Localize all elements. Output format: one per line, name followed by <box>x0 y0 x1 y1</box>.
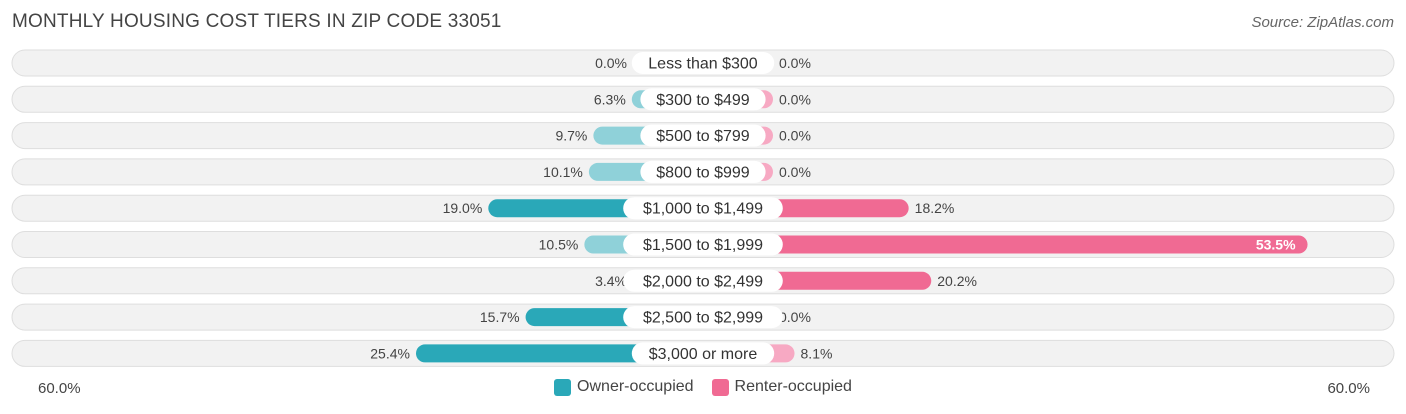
category-label: $800 to $999 <box>656 164 750 181</box>
category-label: $300 to $499 <box>656 92 750 109</box>
category-pill <box>631 52 775 74</box>
owner-swatch <box>554 378 572 396</box>
category-pill <box>640 160 766 183</box>
category-label: $2,000 to $2,499 <box>643 273 763 290</box>
category-label: $2,500 to $2,999 <box>643 310 763 327</box>
renter-value-label: 0.0% <box>779 128 811 144</box>
renter-value-label: 0.0% <box>779 164 811 180</box>
chart-title: MONTHLY HOUSING COST TIERS IN ZIP CODE 3… <box>12 11 502 32</box>
category-label: Less than $300 <box>648 56 758 73</box>
renter-value-label: 53.5% <box>1256 237 1296 253</box>
owner-value-label: 10.1% <box>543 164 583 180</box>
owner-value-label: 9.7% <box>555 128 587 144</box>
legend-item-owner[interactable]: Owner-occupied <box>554 378 694 396</box>
renter-value-label: 0.0% <box>779 55 811 71</box>
owner-value-label: 15.7% <box>480 309 520 325</box>
owner-value-label: 19.0% <box>443 200 483 216</box>
category-label: $1,000 to $1,499 <box>643 201 763 218</box>
renter-value-label: 0.0% <box>779 309 811 325</box>
category-pill <box>640 124 766 147</box>
legend-renter-label: Renter-occupied <box>734 378 852 395</box>
owner-value-label: 10.5% <box>539 237 579 253</box>
legend-owner-label: Owner-occupied <box>577 378 694 395</box>
category-pill <box>631 342 775 365</box>
legend: Owner-occupied Renter-occupied <box>0 378 1406 396</box>
category-pill <box>640 88 766 111</box>
legend-item-renter[interactable]: Renter-occupied <box>711 378 852 396</box>
owner-value-label: 6.3% <box>594 91 626 107</box>
renter-value-label: 0.0% <box>779 91 811 107</box>
category-pill <box>623 269 783 292</box>
category-label: $500 to $799 <box>656 128 750 145</box>
category-pill <box>623 306 783 329</box>
owner-value-label: 0.0% <box>595 55 627 71</box>
owner-value-label: 25.4% <box>370 345 410 361</box>
category-pill <box>623 233 783 256</box>
renter-value-label: 20.2% <box>937 273 977 289</box>
source-label: Source: ZipAtlas.com <box>1251 14 1394 31</box>
renter-bar <box>703 235 1308 254</box>
axis-right-label: 60.0% <box>1327 380 1370 397</box>
category-pill <box>623 197 783 220</box>
renter-swatch <box>711 378 729 396</box>
axis-left-label: 60.0% <box>38 380 81 397</box>
owner-value-label: 3.4% <box>595 273 627 289</box>
owner-bar <box>415 344 703 363</box>
category-label: $1,500 to $1,999 <box>643 237 763 254</box>
renter-value-label: 18.2% <box>915 200 955 216</box>
renter-value-label: 8.1% <box>801 345 833 361</box>
category-label: $3,000 or more <box>649 346 758 363</box>
